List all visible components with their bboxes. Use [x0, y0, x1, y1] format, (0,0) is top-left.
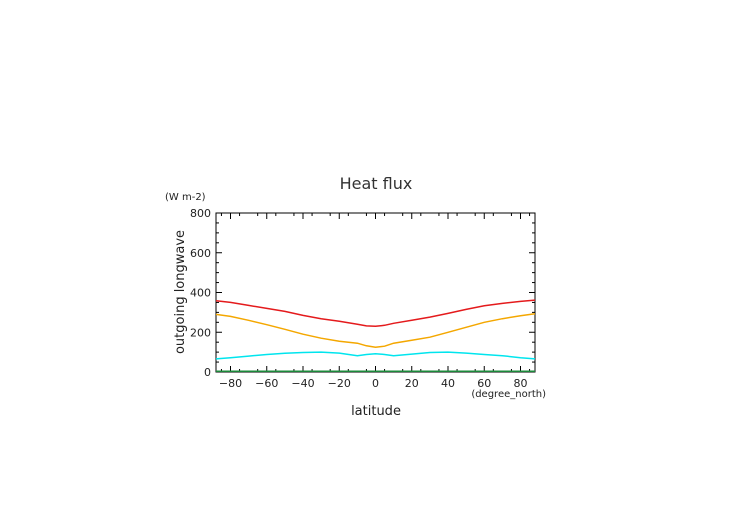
x-tick-label: −40: [291, 377, 314, 390]
x-tick-label: 60: [477, 377, 491, 390]
y-axis-label: outgoing longwave: [173, 230, 188, 354]
series-line-3: [215, 351, 536, 360]
x-tick-label: 20: [405, 377, 419, 390]
y-tick-label: 400: [190, 287, 211, 300]
series-line-2: [215, 313, 536, 348]
chart-title: Heat flux: [340, 174, 413, 193]
x-tick-label: −20: [328, 377, 351, 390]
plot-frame: [215, 212, 536, 373]
x-tick-label: 40: [441, 377, 455, 390]
y-tick-label: 600: [190, 247, 211, 260]
x-tick-label: −60: [255, 377, 278, 390]
y-tick-label: 0: [204, 366, 211, 379]
y-axis-units: (W m-2): [165, 192, 206, 203]
y-tick-label: 800: [190, 207, 211, 220]
series-line-1: [215, 299, 536, 328]
x-axis-label: latitude: [351, 404, 401, 419]
y-tick-label: 200: [190, 326, 211, 339]
x-tick-label: 0: [372, 377, 379, 390]
x-tick-label: −80: [219, 377, 242, 390]
x-axis-units: (degree_north): [471, 389, 546, 400]
x-tick-label: 80: [514, 377, 528, 390]
